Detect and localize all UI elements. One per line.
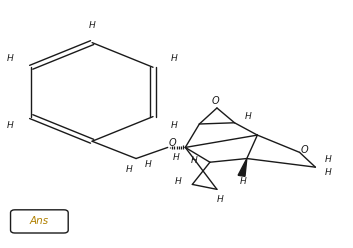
Text: H: H [126,165,132,174]
Text: H: H [217,195,224,204]
Text: O: O [211,95,219,106]
Polygon shape [238,158,247,176]
Text: H: H [171,54,178,63]
Text: H: H [191,156,197,165]
Text: H: H [245,112,252,121]
Text: O: O [168,138,176,148]
Text: H: H [324,168,331,177]
Text: H: H [173,153,180,162]
Text: Ans: Ans [30,217,49,226]
Text: H: H [6,54,13,63]
Text: H: H [145,160,152,169]
Text: H: H [89,21,96,30]
Text: H: H [240,178,247,186]
Text: O: O [301,145,309,155]
Text: H: H [171,121,178,130]
Text: H: H [324,155,331,164]
Text: H: H [6,121,13,130]
FancyBboxPatch shape [11,210,68,233]
Text: H: H [175,178,182,186]
